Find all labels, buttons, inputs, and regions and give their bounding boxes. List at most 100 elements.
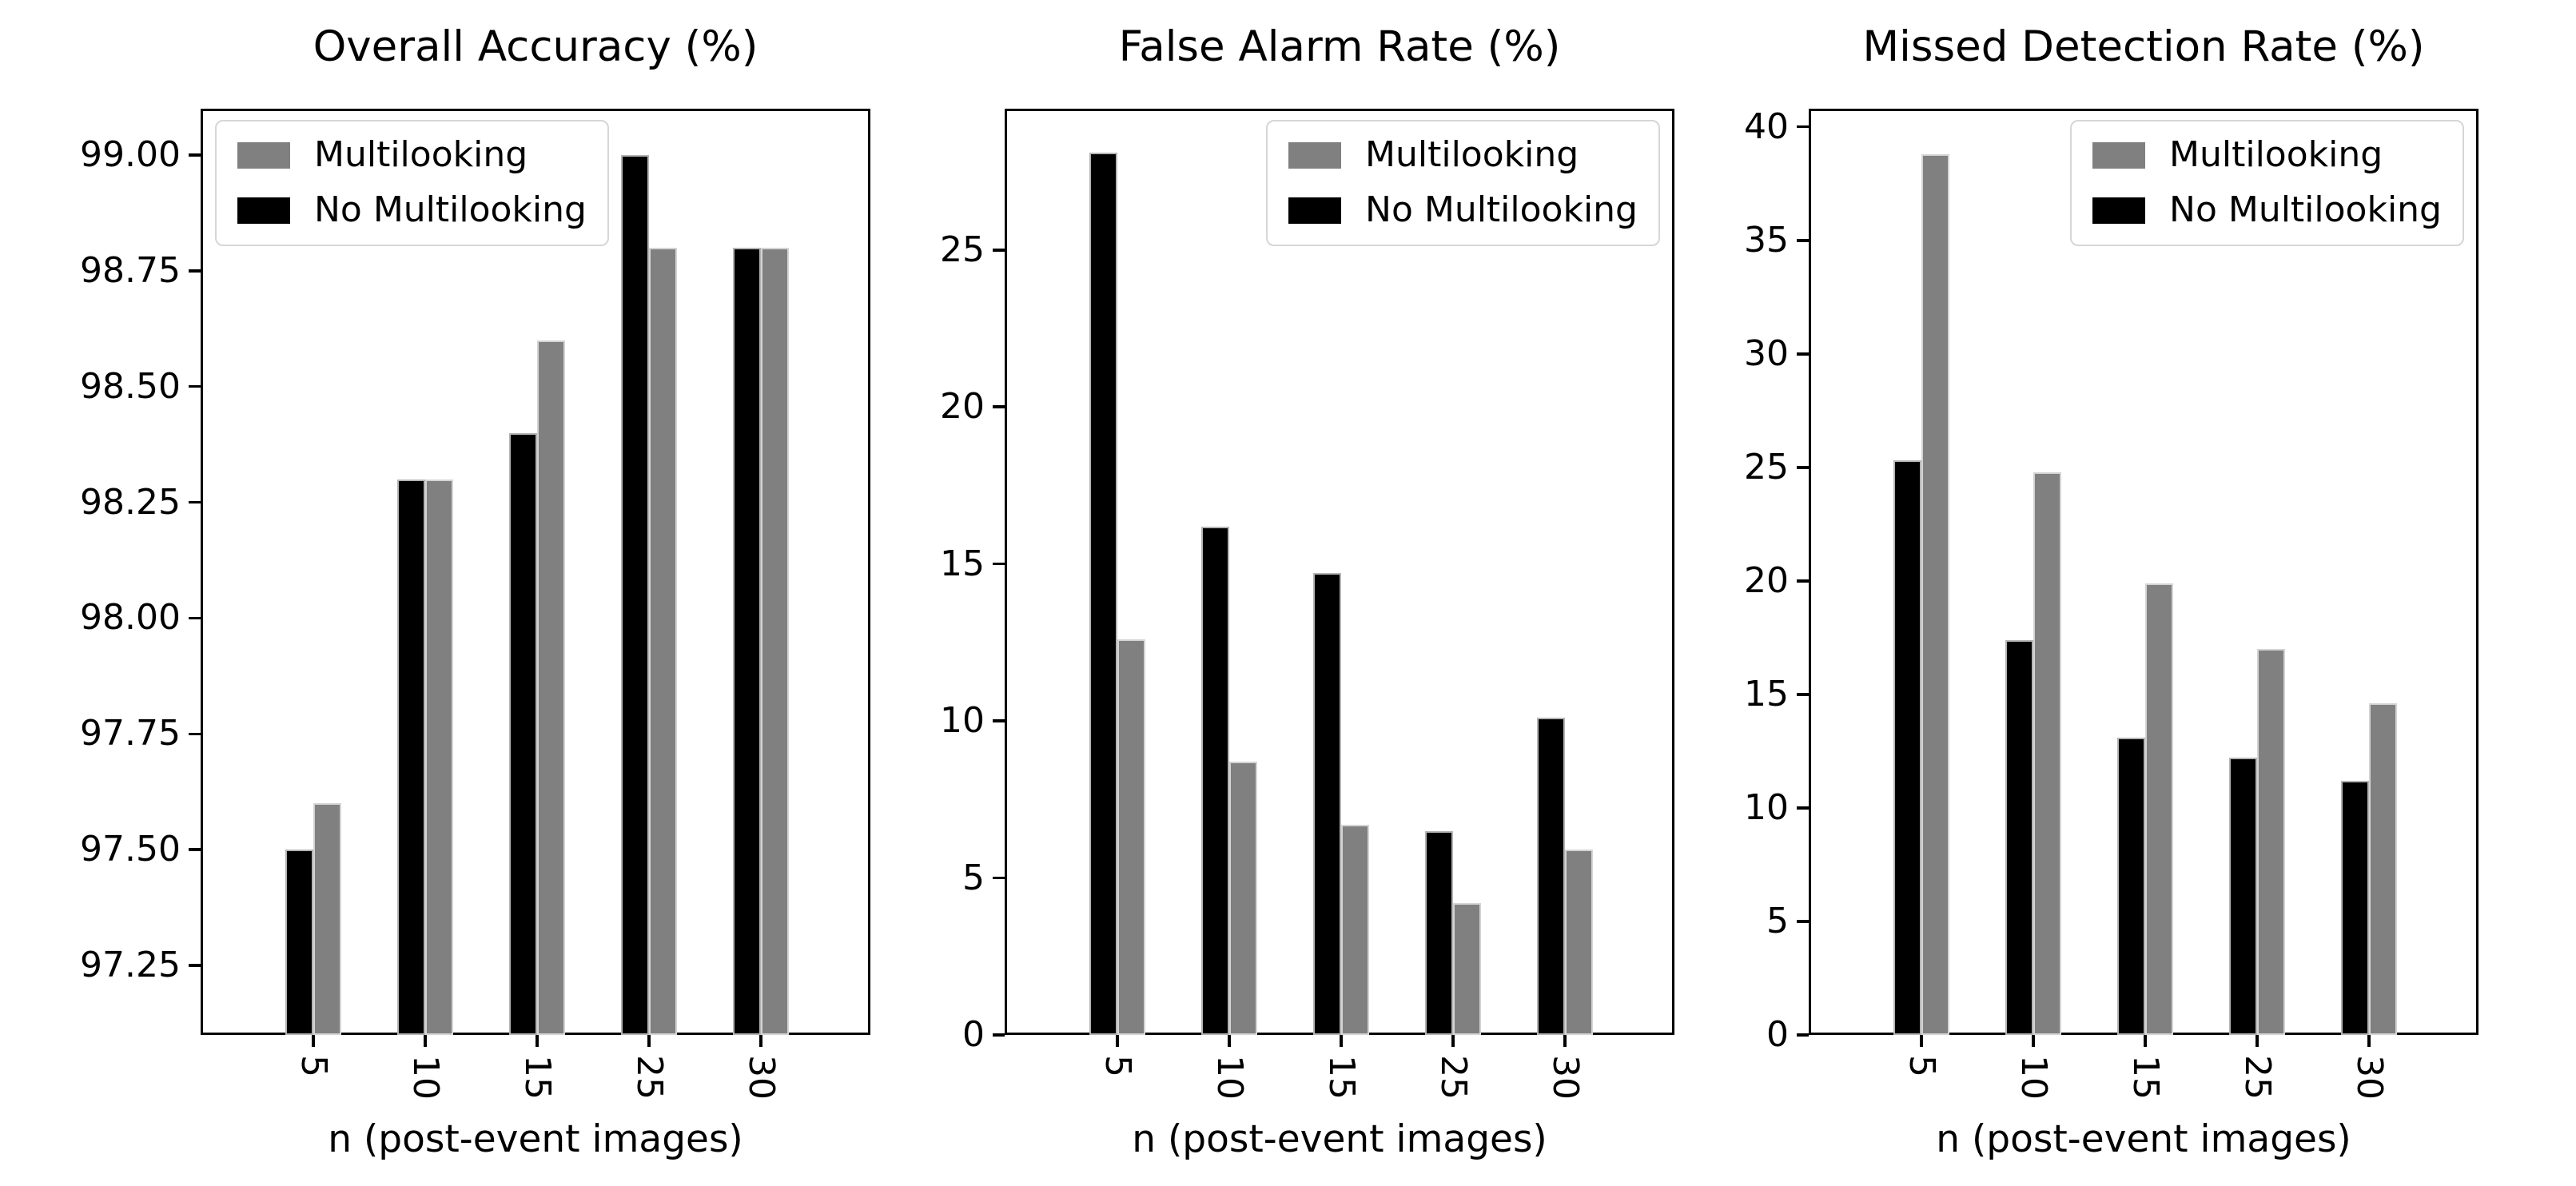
bar-no-multilooking [397, 479, 425, 1035]
bar-multilooking [2257, 649, 2285, 1035]
y-tick [189, 269, 201, 273]
legend-label: Multilooking [314, 134, 528, 175]
legend: Multilooking No Multilooking [215, 120, 609, 246]
y-tick-label: 30 [1744, 332, 1789, 374]
y-tick [993, 249, 1005, 252]
x-axis-label: n (post-event images) [1132, 1117, 1547, 1161]
legend: Multilooking No Multilooking [2070, 120, 2464, 246]
y-tick [189, 384, 201, 388]
y-tick [189, 964, 201, 967]
legend-label: Multilooking [2169, 134, 2383, 175]
bar-no-multilooking [285, 850, 313, 1035]
y-tick-label: 98.75 [80, 249, 181, 291]
x-tick [2367, 1035, 2371, 1047]
x-tick-label: 5 [1097, 1055, 1138, 1077]
y-tick [189, 732, 201, 736]
y-tick [993, 1033, 1005, 1037]
y-tick [1797, 239, 1809, 242]
x-tick-label: 15 [2125, 1055, 2166, 1100]
bar-no-multilooking [2341, 780, 2369, 1035]
x-tick [424, 1035, 427, 1047]
y-tick-label: 97.25 [80, 945, 181, 986]
bar-no-multilooking [1201, 526, 1229, 1035]
y-tick-label: 35 [1744, 219, 1789, 261]
x-tick [759, 1035, 762, 1047]
x-tick [536, 1035, 539, 1047]
bar-multilooking [1565, 850, 1593, 1035]
y-tick-label: 98.50 [80, 365, 181, 407]
bar-no-multilooking [1893, 460, 1921, 1035]
y-tick-label: 5 [962, 857, 985, 898]
x-tick-label: 15 [1321, 1055, 1362, 1100]
bar-no-multilooking [1089, 153, 1117, 1035]
y-tick [993, 405, 1005, 408]
y-tick [189, 848, 201, 851]
bar-multilooking [537, 340, 565, 1035]
plot-area [1809, 109, 2478, 1035]
x-tick [1228, 1035, 1231, 1047]
x-tick-label: 5 [1901, 1055, 1942, 1077]
legend-label: Multilooking [1365, 134, 1579, 175]
y-tick-label: 98.25 [80, 481, 181, 523]
legend-swatch-no-multilooking [2092, 197, 2146, 224]
bar-no-multilooking [621, 154, 649, 1035]
y-tick [1797, 352, 1809, 356]
legend-swatch-multilooking [237, 141, 290, 169]
y-tick [1797, 806, 1809, 810]
y-tick-label: 10 [940, 700, 985, 742]
x-tick-label: 30 [741, 1055, 782, 1100]
y-tick [993, 876, 1005, 880]
y-tick-label: 25 [1744, 446, 1789, 488]
bar-no-multilooking [2005, 639, 2033, 1035]
bar-no-multilooking [1313, 573, 1341, 1035]
plot-area [1005, 109, 1674, 1035]
legend-swatch-multilooking [2092, 141, 2146, 169]
x-axis-label: n (post-event images) [1936, 1117, 2351, 1161]
y-tick-label: 15 [1744, 673, 1789, 714]
y-tick [189, 616, 201, 620]
bar-no-multilooking [509, 432, 537, 1035]
legend-label: No Multilooking [2169, 189, 2442, 230]
x-tick [2255, 1035, 2259, 1047]
y-tick [1797, 125, 1809, 129]
x-axis-label: n (post-event images) [328, 1117, 743, 1161]
x-tick-label: 25 [629, 1055, 670, 1100]
y-tick [993, 562, 1005, 566]
x-tick-label: 10 [1209, 1055, 1250, 1100]
x-tick [1563, 1035, 1567, 1047]
x-tick-label: 30 [2349, 1055, 2390, 1100]
bar-multilooking [313, 803, 341, 1035]
x-tick [1116, 1035, 1119, 1047]
chart-title: Missed Detection Rate (%) [1862, 22, 2425, 71]
bar-no-multilooking [2117, 737, 2145, 1035]
x-tick-label: 15 [517, 1055, 558, 1100]
y-tick-label: 15 [940, 543, 985, 584]
bar-multilooking [649, 247, 677, 1035]
x-tick [647, 1035, 651, 1047]
x-tick-label: 10 [2013, 1055, 2054, 1100]
y-tick-label: 5 [1766, 900, 1789, 941]
x-tick-label: 5 [293, 1055, 334, 1077]
x-tick-label: 25 [2237, 1055, 2278, 1100]
bar-multilooking [425, 479, 453, 1035]
bar-multilooking [761, 247, 789, 1035]
chart-title: False Alarm Rate (%) [1118, 22, 1561, 71]
y-tick-label: 0 [962, 1014, 985, 1055]
bar-multilooking [2369, 703, 2397, 1035]
x-tick [1451, 1035, 1455, 1047]
y-tick [1797, 579, 1809, 583]
bar-multilooking [2033, 472, 2061, 1035]
legend-label: No Multilooking [1365, 189, 1638, 230]
x-tick-label: 10 [405, 1055, 446, 1100]
x-tick-label: 30 [1545, 1055, 1586, 1100]
chart-title: Overall Accuracy (%) [313, 22, 758, 71]
legend-item: Multilooking [2092, 134, 2442, 177]
y-tick [1797, 466, 1809, 469]
bar-multilooking [1453, 902, 1481, 1035]
y-tick [1797, 920, 1809, 923]
legend-swatch-no-multilooking [237, 197, 290, 224]
y-tick-label: 97.75 [80, 713, 181, 754]
y-tick-label: 40 [1744, 105, 1789, 147]
x-tick [2144, 1035, 2147, 1047]
